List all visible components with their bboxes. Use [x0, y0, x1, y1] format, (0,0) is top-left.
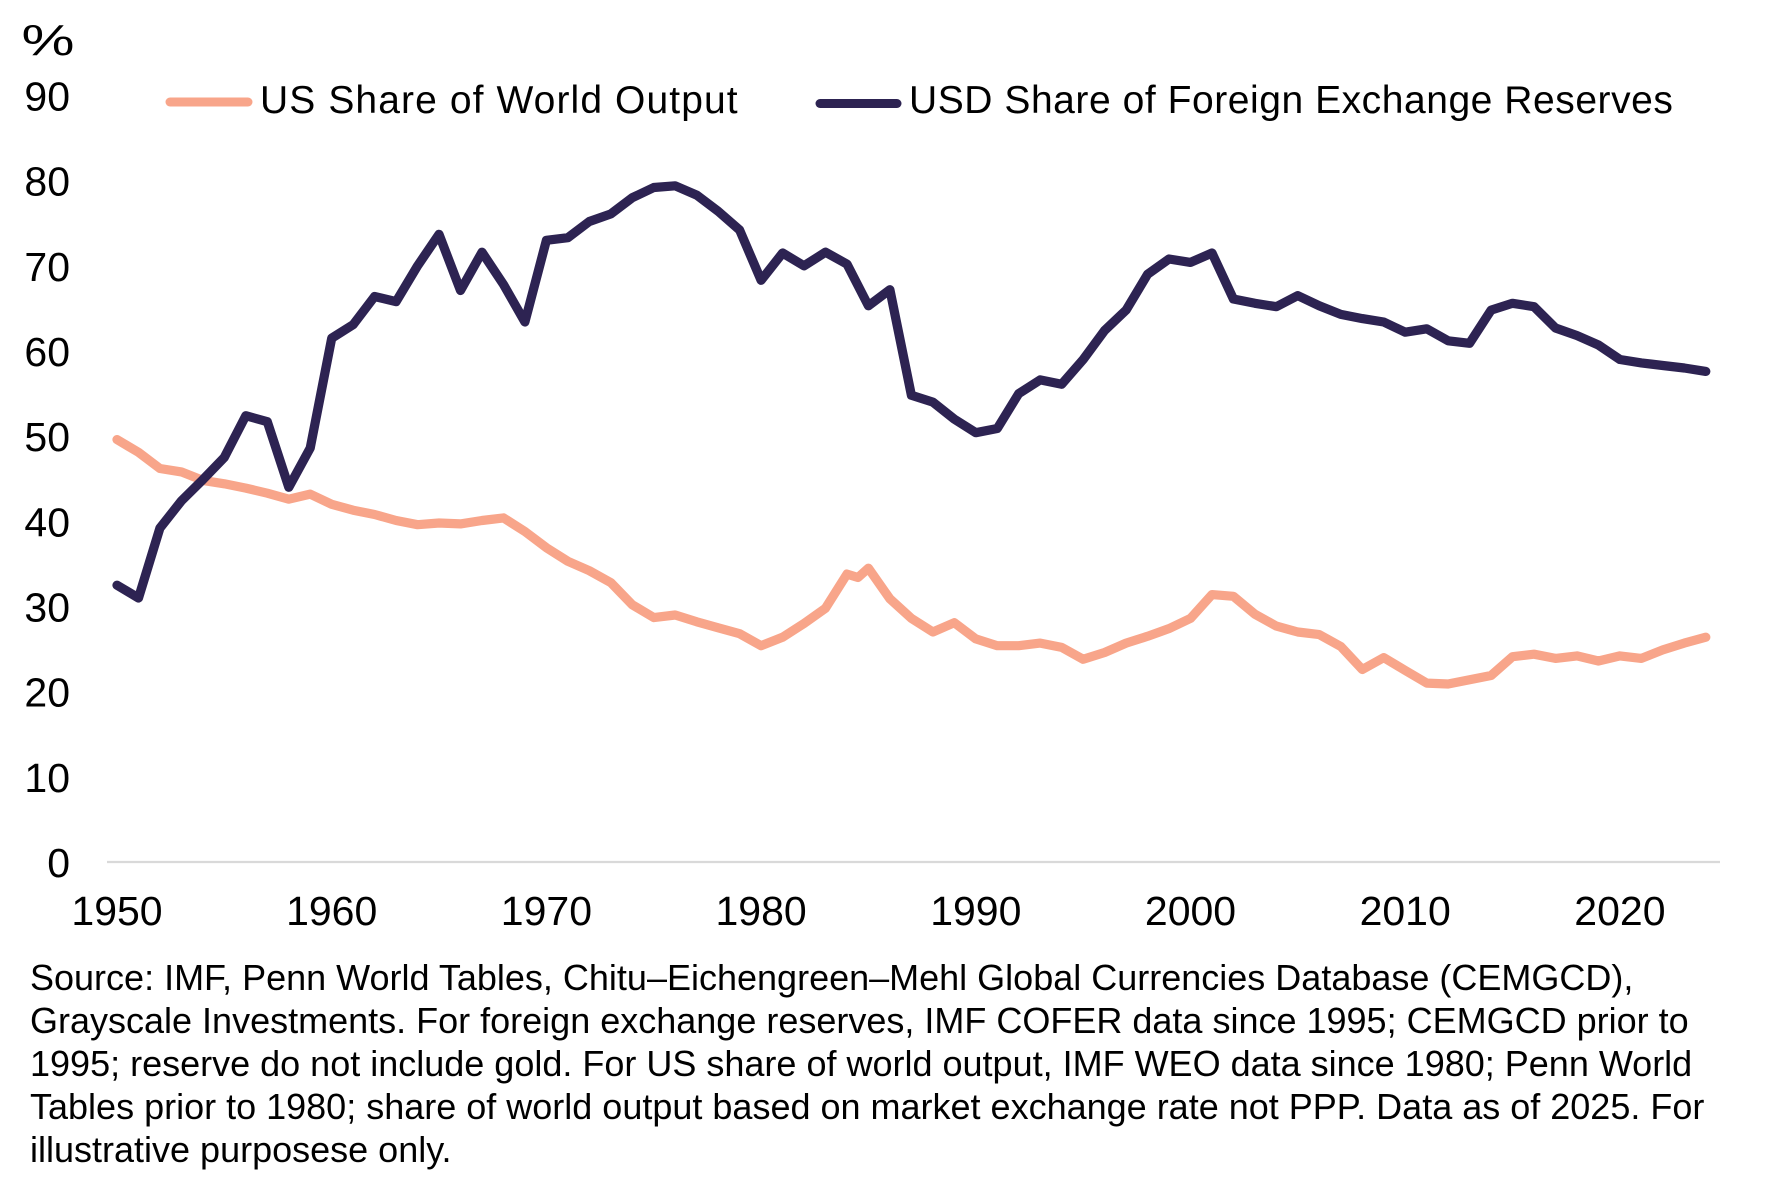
svg-text:10: 10 — [24, 755, 70, 801]
svg-text:90: 90 — [24, 74, 70, 120]
svg-text:50: 50 — [24, 414, 70, 460]
svg-text:%: % — [22, 16, 75, 65]
svg-text:70: 70 — [24, 244, 70, 290]
svg-text:US Share of World Output: US Share of World Output — [260, 79, 739, 122]
svg-text:60: 60 — [24, 329, 70, 375]
svg-text:1990: 1990 — [930, 888, 1021, 934]
svg-text:2020: 2020 — [1574, 888, 1665, 934]
svg-text:1980: 1980 — [715, 888, 806, 934]
svg-text:illustrative purposese only.: illustrative purposese only. — [30, 1129, 452, 1170]
svg-text:Source: IMF, Penn World Tables: Source: IMF, Penn World Tables, Chitu–Ei… — [30, 957, 1633, 998]
svg-text:2000: 2000 — [1145, 888, 1236, 934]
svg-text:40: 40 — [24, 499, 70, 545]
svg-text:Tables prior to 1980; share of: Tables prior to 1980; share of world out… — [30, 1086, 1704, 1127]
svg-text:0: 0 — [47, 840, 70, 886]
svg-text:1960: 1960 — [286, 888, 377, 934]
svg-text:2010: 2010 — [1360, 888, 1451, 934]
svg-text:Grayscale Investments. For for: Grayscale Investments. For foreign excha… — [30, 1000, 1689, 1041]
svg-text:1970: 1970 — [501, 888, 592, 934]
svg-text:80: 80 — [24, 159, 70, 205]
svg-text:1995; reserve do not include g: 1995; reserve do not include gold. For U… — [30, 1043, 1692, 1084]
svg-text:USD Share of Foreign Exchange: USD Share of Foreign Exchange Reserves — [909, 79, 1673, 122]
svg-text:20: 20 — [24, 670, 70, 716]
svg-text:1950: 1950 — [71, 888, 162, 934]
svg-text:30: 30 — [24, 585, 70, 631]
